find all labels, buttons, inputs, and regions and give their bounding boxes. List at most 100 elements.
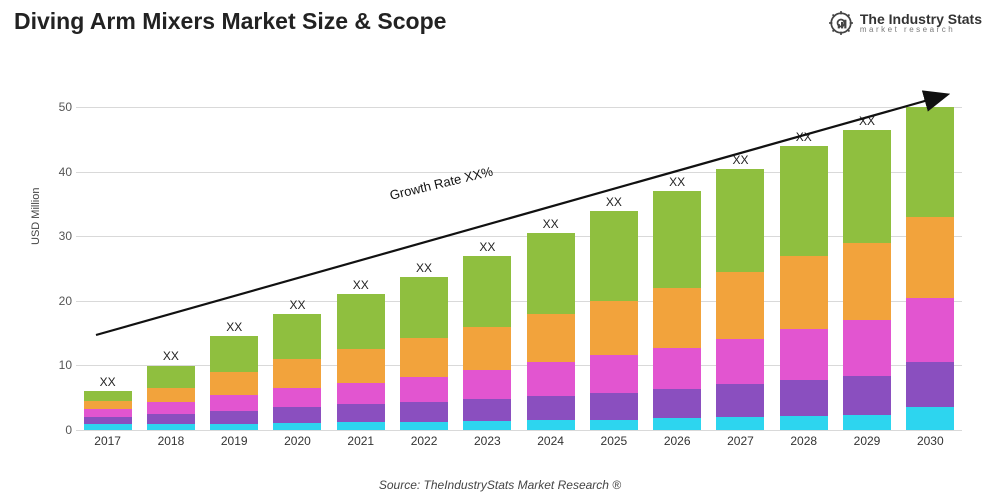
bar-stack (147, 365, 195, 430)
bar-segment (337, 404, 385, 422)
bar-segment (906, 407, 954, 430)
bar-column: XX (84, 391, 132, 430)
bar-column: XX (210, 336, 258, 430)
y-tick-label: 40 (46, 165, 72, 179)
bar-segment (716, 169, 764, 272)
bar-segment (147, 366, 195, 389)
bar-stack (84, 391, 132, 430)
grid-line (76, 430, 962, 431)
x-tick-label: 2023 (463, 434, 511, 448)
bar-segment (210, 424, 258, 430)
bar-segment (84, 424, 132, 430)
x-tick-label: 2018 (147, 434, 195, 448)
bar-value-label: XX (337, 278, 385, 292)
bar-segment (843, 243, 891, 320)
bar-segment (590, 393, 638, 420)
bar-segment (84, 391, 132, 401)
bar-segment (400, 402, 448, 422)
bar-segment (210, 411, 258, 424)
bar-segment (463, 421, 511, 430)
bar-column: XX (590, 211, 638, 430)
bar-segment (337, 422, 385, 430)
bar-segment (590, 211, 638, 301)
bar-value-label: XX (273, 298, 321, 312)
bar-stack (337, 294, 385, 430)
bar-segment (400, 422, 448, 430)
bar-value-label: XX (210, 320, 258, 334)
bar-segment (653, 288, 701, 348)
x-tick-label: 2019 (210, 434, 258, 448)
bar-segment (590, 420, 638, 430)
bar-segment (147, 388, 195, 402)
bar-segment (273, 388, 321, 407)
bar-value-label: XX (843, 114, 891, 128)
bar-segment (716, 417, 764, 430)
bar-segment (273, 314, 321, 359)
bar-stack (210, 336, 258, 430)
bar-value-label: XX (906, 91, 954, 105)
x-tick-label: 2021 (337, 434, 385, 448)
bar-stack (716, 169, 764, 430)
bar-series: XXXXXXXXXXXXXXXXXXXXXXXXXXXX (76, 75, 962, 430)
x-tick-label: 2027 (716, 434, 764, 448)
bar-segment (590, 301, 638, 355)
source-caption: Source: TheIndustryStats Market Research… (0, 478, 1000, 492)
bar-segment (843, 320, 891, 376)
bar-segment (147, 424, 195, 430)
bar-segment (906, 298, 954, 363)
x-tick-label: 2028 (780, 434, 828, 448)
bar-segment (653, 348, 701, 389)
logo-sub-text: market research (860, 26, 982, 34)
bar-value-label: XX (147, 349, 195, 363)
bar-value-label: XX (84, 375, 132, 389)
bar-column: XX (527, 233, 575, 430)
bar-segment (527, 314, 575, 362)
bar-segment (780, 256, 828, 330)
bar-stack (463, 256, 511, 430)
bar-value-label: XX (527, 217, 575, 231)
bar-value-label: XX (590, 195, 638, 209)
bar-column: XX (463, 256, 511, 430)
y-tick-label: 10 (46, 358, 72, 372)
bar-value-label: XX (653, 175, 701, 189)
bar-segment (906, 217, 954, 298)
bar-segment (716, 339, 764, 384)
x-tick-label: 2026 (653, 434, 701, 448)
bar-segment (463, 327, 511, 370)
y-tick-label: 50 (46, 100, 72, 114)
bar-stack (653, 191, 701, 430)
bar-segment (590, 355, 638, 392)
x-tick-label: 2030 (906, 434, 954, 448)
bar-segment (527, 233, 575, 314)
bar-segment (843, 415, 891, 430)
bar-segment (653, 418, 701, 430)
bar-column: XX (273, 314, 321, 430)
bar-segment (463, 370, 511, 399)
bar-segment (273, 407, 321, 422)
bar-column: XX (780, 146, 828, 430)
bar-segment (906, 107, 954, 217)
bar-stack (780, 146, 828, 430)
bar-segment (273, 423, 321, 430)
bar-segment (527, 420, 575, 430)
bar-column: XX (147, 365, 195, 430)
bar-value-label: XX (716, 153, 764, 167)
bar-segment (147, 402, 195, 414)
bar-segment (780, 416, 828, 430)
x-axis-labels: 2017201820192020202120222023202420252026… (76, 434, 962, 448)
bar-stack (906, 107, 954, 430)
bar-stack (527, 233, 575, 430)
x-tick-label: 2017 (84, 434, 132, 448)
bar-column: XX (653, 191, 701, 430)
bar-stack (273, 314, 321, 430)
bar-segment (906, 362, 954, 407)
bar-value-label: XX (780, 130, 828, 144)
bar-segment (843, 376, 891, 415)
bar-segment (780, 380, 828, 416)
bar-segment (273, 359, 321, 388)
bar-segment (84, 409, 132, 417)
bar-segment (147, 414, 195, 424)
bar-value-label: XX (400, 261, 448, 275)
bar-column: XX (906, 107, 954, 430)
bar-segment (463, 256, 511, 327)
